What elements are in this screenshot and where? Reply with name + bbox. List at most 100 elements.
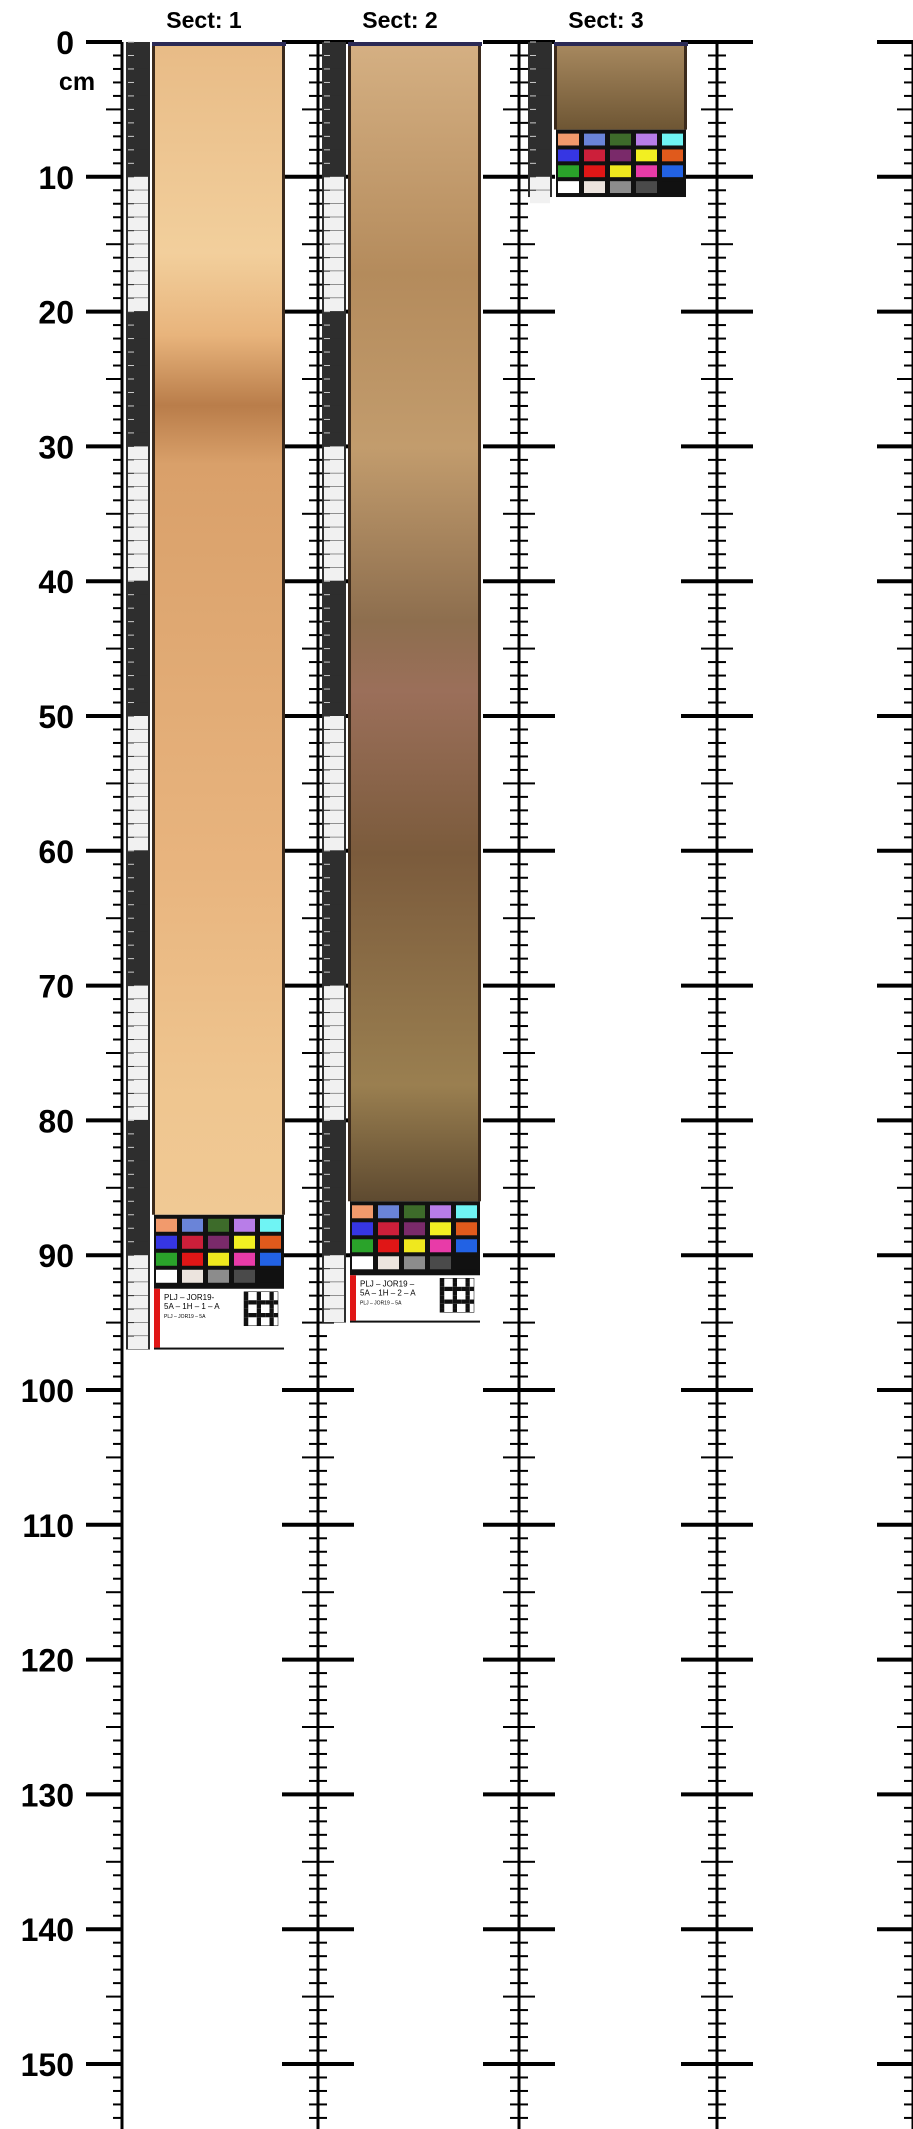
ruler-cell xyxy=(324,783,344,797)
color-swatch xyxy=(584,165,605,178)
ruler-cell xyxy=(324,662,344,676)
ruler-cell xyxy=(324,972,344,986)
ruler-cell xyxy=(128,823,148,837)
ruler-cell xyxy=(324,176,344,190)
ruler-cell xyxy=(128,594,148,608)
color-swatch xyxy=(234,1269,255,1283)
ruler-cell xyxy=(128,1160,148,1174)
qr-cell xyxy=(461,1299,466,1304)
qr-cell xyxy=(269,1291,274,1297)
ruler-cell xyxy=(324,675,344,689)
core-body xyxy=(556,42,686,130)
core-cap xyxy=(348,42,482,46)
ruler-cell xyxy=(324,1255,344,1269)
core-body xyxy=(350,42,480,1202)
ruler-cell xyxy=(324,837,344,851)
sample-label-stripe xyxy=(154,1288,160,1348)
ruler-cell xyxy=(128,338,148,352)
ruler-cell xyxy=(324,1201,344,1215)
ruler-cell xyxy=(128,1053,148,1066)
ruler-cell xyxy=(324,756,344,770)
color-swatch xyxy=(378,1256,399,1270)
section-title: Sect: 1 xyxy=(166,7,242,33)
qr-cell xyxy=(440,1303,445,1309)
depth-label: 40 xyxy=(38,564,74,600)
ruler-cell xyxy=(128,608,148,622)
ruler-cell xyxy=(324,958,344,972)
ruler-cell xyxy=(128,68,148,82)
qr-cell xyxy=(440,1299,445,1304)
ruler-cell xyxy=(128,473,148,487)
qr-cell xyxy=(269,1304,274,1309)
ruler-cell xyxy=(128,635,148,649)
ruler-cell xyxy=(128,958,148,972)
ruler-cell xyxy=(128,877,148,891)
ruler-cell xyxy=(128,271,148,285)
ruler-cell xyxy=(324,716,344,729)
ruler-cell xyxy=(128,203,148,217)
ruler-cell xyxy=(324,325,344,339)
qr-cell xyxy=(457,1286,462,1292)
ruler-cell xyxy=(128,1295,148,1309)
ruler-cell xyxy=(128,42,148,55)
ruler-cell xyxy=(324,581,344,595)
ruler-cell xyxy=(128,945,148,959)
ruler-cell xyxy=(324,635,344,649)
ruler-cell xyxy=(324,608,344,622)
ruler-cell xyxy=(128,405,148,419)
qr-cell xyxy=(244,1321,249,1326)
qr-cell xyxy=(261,1300,266,1305)
ruler-cell xyxy=(128,1120,148,1134)
color-swatch xyxy=(378,1239,399,1253)
color-swatch xyxy=(208,1269,229,1283)
ruler-cell xyxy=(324,1079,344,1093)
ruler-cell xyxy=(324,1147,344,1161)
ruler-cell xyxy=(324,999,344,1013)
ruler-cell xyxy=(128,1133,148,1147)
ruler-cell xyxy=(324,567,344,581)
ruler-cell xyxy=(128,217,148,231)
ruler-cell xyxy=(128,1012,148,1026)
ruler-cell xyxy=(324,918,344,932)
qr-cell xyxy=(465,1303,470,1309)
qr-cell xyxy=(269,1317,274,1322)
ruler-cell xyxy=(324,594,344,608)
color-swatch xyxy=(352,1222,373,1236)
qr-cell xyxy=(469,1299,474,1304)
section-2: Sect: 2 PLJ – JOR19 –5A – 1H – 2 – A PLJ –… xyxy=(322,7,482,1323)
color-swatch xyxy=(430,1205,451,1219)
qr-cell xyxy=(444,1286,449,1292)
ruler-cell xyxy=(324,365,344,379)
qr-cell xyxy=(465,1278,470,1283)
ruler-cell xyxy=(324,230,344,244)
color-swatch xyxy=(234,1218,255,1232)
ruler-cell xyxy=(128,149,148,163)
ruler-cell xyxy=(128,702,148,716)
ruler-cell xyxy=(128,527,148,541)
qr-cell xyxy=(252,1313,257,1318)
ruler-cell xyxy=(324,985,344,999)
qr-cell xyxy=(256,1308,261,1314)
ruler-cell xyxy=(530,68,550,82)
color-swatch xyxy=(558,149,579,162)
ruler-cell xyxy=(128,1255,148,1269)
ruler-cell xyxy=(128,257,148,271)
ruler-cell xyxy=(324,1214,344,1228)
qr-cell xyxy=(465,1308,470,1313)
ruler-cell xyxy=(324,877,344,891)
color-swatch xyxy=(584,133,605,146)
qr-cell xyxy=(461,1286,466,1292)
ruler-cell xyxy=(128,459,148,473)
ruler-cell xyxy=(128,783,148,797)
qr-cell xyxy=(440,1282,445,1287)
ruler-cell xyxy=(324,379,344,392)
color-swatch xyxy=(430,1256,451,1270)
ruler-cell xyxy=(324,1187,344,1201)
ruler-cell xyxy=(128,621,148,635)
ruler-cell xyxy=(324,122,344,136)
sample-label-text: PLJ – JOR19- xyxy=(164,1293,215,1302)
ruler-cell xyxy=(128,918,148,932)
color-swatch xyxy=(558,181,579,194)
color-swatch xyxy=(234,1252,255,1266)
color-swatch xyxy=(610,181,631,194)
